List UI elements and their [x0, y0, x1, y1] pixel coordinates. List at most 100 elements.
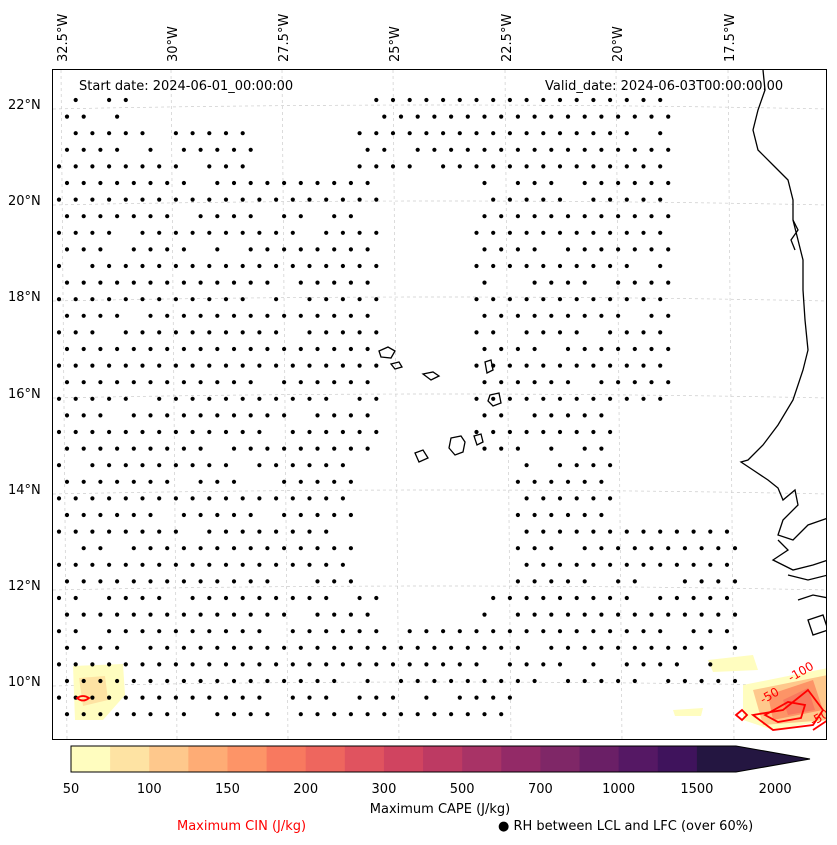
rh-dot	[515, 114, 520, 119]
rh-dot	[549, 612, 554, 617]
latitude-gridline	[53, 200, 826, 206]
rh-dot	[324, 629, 329, 634]
rh-dot	[608, 230, 613, 235]
rh-dot	[574, 496, 579, 501]
rh-dot	[73, 595, 78, 601]
rh-dot	[231, 147, 237, 152]
rh-dot	[524, 396, 529, 401]
rh-dot	[340, 197, 345, 202]
rh-dot	[557, 330, 563, 335]
rh-dot	[98, 247, 103, 252]
rh-dot	[457, 97, 462, 103]
rh-dot	[265, 546, 270, 551]
rh-dot	[674, 595, 680, 601]
rh-dot	[207, 562, 212, 567]
rh-dot	[215, 512, 220, 518]
colorbar-tick-label: 50	[62, 782, 80, 797]
rh-dot	[599, 413, 604, 418]
rh-dot	[482, 180, 487, 186]
rh-dot	[332, 678, 337, 684]
rh-dot	[491, 197, 496, 202]
rh-dot	[257, 629, 262, 634]
rh-dot	[307, 197, 312, 202]
rh-dot	[190, 330, 195, 335]
rh-dot	[515, 180, 520, 186]
rh-dot	[257, 662, 262, 667]
rh-dot	[131, 413, 136, 418]
rh-dot	[708, 595, 713, 601]
rh-dot	[190, 662, 195, 667]
rh-dot	[591, 363, 596, 368]
rh-dot	[148, 346, 153, 352]
rh-dot	[616, 114, 621, 119]
rh-dot	[131, 546, 136, 551]
rh-dot	[666, 114, 671, 119]
rh-dot	[599, 313, 604, 318]
rh-dot	[64, 280, 70, 285]
rh-dot	[507, 662, 512, 667]
rh-dot	[357, 263, 362, 269]
rh-dot	[98, 214, 103, 219]
rh-dot	[608, 629, 613, 634]
rh-dot	[549, 546, 554, 551]
rh-dot	[190, 695, 195, 700]
rh-dot	[624, 263, 629, 269]
rh-dot	[207, 595, 212, 601]
rh-dot	[248, 512, 253, 518]
rh-dot	[541, 629, 546, 634]
rh-dot	[324, 529, 329, 534]
rh-dot	[223, 330, 229, 335]
rh-dot	[248, 712, 253, 717]
rh-dot	[398, 645, 404, 650]
rh-dot	[582, 413, 587, 418]
rh-dot	[582, 546, 587, 551]
rh-dot	[499, 446, 504, 451]
rh-dot	[574, 164, 579, 169]
rh-dot	[658, 662, 663, 667]
rh-dot	[582, 346, 587, 352]
rh-dot	[340, 263, 345, 269]
rh-dot	[290, 562, 295, 567]
rh-dot	[148, 678, 153, 684]
rh-dot	[632, 380, 637, 385]
rh-dot	[265, 712, 270, 717]
rh-dot	[507, 230, 512, 235]
rh-dot	[198, 546, 203, 551]
rh-dot	[223, 629, 229, 634]
latitude-label: 12°N	[8, 579, 41, 594]
rh-dot	[274, 197, 279, 202]
rh-dot	[123, 629, 128, 634]
rh-dot	[348, 380, 353, 385]
rh-dot	[549, 147, 554, 152]
rh-dot	[81, 280, 86, 285]
rh-dot	[565, 214, 571, 219]
rh-dot	[107, 396, 112, 401]
rh-dot	[608, 97, 613, 103]
rh-dot	[215, 712, 220, 717]
rh-dot	[198, 280, 203, 285]
rh-dot	[357, 363, 362, 368]
rh-dot	[532, 114, 537, 119]
rh-dot	[173, 695, 178, 700]
rh-dot	[507, 363, 512, 368]
rh-dot	[649, 612, 654, 617]
rh-dot	[157, 263, 162, 269]
rh-dot	[131, 612, 136, 617]
rh-dot	[482, 280, 487, 285]
rh-dot	[449, 114, 454, 119]
rh-dot	[98, 346, 103, 352]
rh-dot	[73, 197, 78, 202]
rh-dot	[658, 131, 663, 136]
latitude-gridline	[53, 489, 826, 495]
rh-dot	[198, 446, 203, 451]
rh-dot	[599, 479, 604, 484]
rh-dot	[691, 629, 696, 634]
rh-dot	[148, 612, 153, 617]
island-outline	[414, 449, 429, 463]
rh-dot	[591, 263, 596, 269]
rh-dot	[557, 429, 563, 435]
rh-dot	[574, 97, 579, 103]
rh-dot	[340, 463, 345, 468]
rh-dot	[98, 180, 103, 186]
rh-dot	[499, 645, 504, 650]
